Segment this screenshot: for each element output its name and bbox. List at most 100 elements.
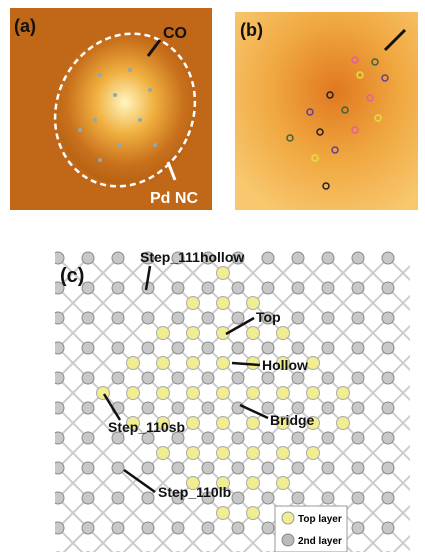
annotation: CO	[163, 25, 187, 42]
site-label: Step_110lb	[158, 484, 231, 500]
atom-2nd	[232, 462, 244, 474]
atom-2nd	[382, 462, 394, 474]
atom-top	[337, 387, 350, 400]
atom-2nd	[52, 462, 64, 474]
legend-swatch	[282, 512, 294, 524]
stm-image-b	[235, 12, 418, 210]
spot	[78, 128, 82, 132]
spot	[153, 143, 157, 147]
site-label: Hollow	[262, 357, 308, 373]
spot	[118, 143, 122, 147]
atom-2nd	[142, 402, 154, 414]
atom-2nd	[382, 522, 394, 534]
atom-2nd	[292, 372, 304, 384]
annotation: Pd NC	[150, 190, 198, 207]
atom-2nd	[292, 282, 304, 294]
atom-2nd	[412, 432, 424, 444]
atom-2nd	[142, 522, 154, 534]
atom-2nd	[232, 312, 244, 324]
atom-2nd	[52, 432, 64, 444]
atom-2nd	[262, 372, 274, 384]
atom-2nd	[82, 372, 94, 384]
atom-2nd	[172, 522, 184, 534]
atom-top	[277, 387, 290, 400]
atom-2nd	[172, 312, 184, 324]
atom-2nd	[52, 402, 64, 414]
spot	[98, 158, 102, 162]
atom-top	[157, 447, 170, 460]
atom-top	[187, 327, 200, 340]
atom-2nd	[52, 522, 64, 534]
atom-2nd	[382, 492, 394, 504]
atom-2nd	[232, 432, 244, 444]
atom-2nd	[82, 432, 94, 444]
atom-2nd	[142, 342, 154, 354]
legend-label: 2nd layer	[298, 536, 342, 547]
atom-2nd	[412, 492, 424, 504]
atom-2nd	[322, 252, 334, 264]
atom-2nd	[202, 312, 214, 324]
atom-2nd	[202, 372, 214, 384]
spot	[138, 118, 142, 122]
atom-2nd	[322, 492, 334, 504]
atom-2nd	[262, 342, 274, 354]
atom-top	[247, 447, 260, 460]
site-label: Bridge	[270, 412, 315, 428]
atom-2nd	[82, 252, 94, 264]
atom-top	[247, 477, 260, 490]
site-label: Top	[256, 309, 281, 325]
atom-top	[187, 417, 200, 430]
atom-top	[277, 447, 290, 460]
atom-top	[277, 477, 290, 490]
atom-2nd	[172, 282, 184, 294]
atom-top	[187, 357, 200, 370]
atom-top	[307, 357, 320, 370]
atom-2nd	[412, 312, 424, 324]
atom-2nd	[112, 492, 124, 504]
panel-label: (b)	[240, 20, 263, 40]
atom-2nd	[262, 492, 274, 504]
page: (a) CO Pd NC (b) (c) Step_111hollow Top …	[0, 0, 425, 552]
atom-2nd	[292, 342, 304, 354]
bond	[0, 258, 28, 552]
atom-2nd	[112, 522, 124, 534]
atom-2nd	[292, 492, 304, 504]
atom-top	[217, 417, 230, 430]
atom-2nd	[322, 372, 334, 384]
atom-2nd	[412, 252, 424, 264]
atom-2nd	[322, 282, 334, 294]
atom-2nd	[352, 312, 364, 324]
atom-top	[247, 327, 260, 340]
atom-2nd	[232, 282, 244, 294]
atom-top	[277, 327, 290, 340]
atom-2nd	[382, 282, 394, 294]
atom-2nd	[82, 312, 94, 324]
atom-2nd	[352, 402, 364, 414]
atom-top	[247, 417, 260, 430]
atom-2nd	[172, 342, 184, 354]
atom-top	[127, 387, 140, 400]
spot	[148, 88, 152, 92]
atom-top	[247, 387, 260, 400]
atom-2nd	[352, 522, 364, 534]
atom-2nd	[112, 372, 124, 384]
lattice	[0, 252, 425, 552]
nanocrystal	[55, 35, 195, 185]
atom-top	[217, 357, 230, 370]
atom-2nd	[322, 342, 334, 354]
atom-2nd	[322, 312, 334, 324]
atom-2nd	[292, 462, 304, 474]
atom-top	[217, 267, 230, 280]
atom-top	[157, 357, 170, 370]
atom-2nd	[382, 342, 394, 354]
atom-2nd	[172, 462, 184, 474]
atom-2nd	[352, 282, 364, 294]
atom-top	[217, 447, 230, 460]
atom-2nd	[172, 372, 184, 384]
atom-top	[217, 297, 230, 310]
atom-2nd	[82, 342, 94, 354]
atom-2nd	[352, 432, 364, 444]
atom-top	[337, 417, 350, 430]
atom-2nd	[322, 462, 334, 474]
atom-top	[187, 387, 200, 400]
